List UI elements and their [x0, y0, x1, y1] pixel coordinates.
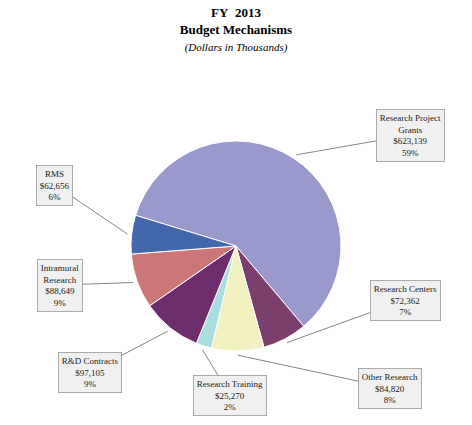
svg-text:FY 2013Budget Mechanisms(Doll: FY 2013Budget Mechanisms(Dollars in Thou…	[180, 5, 292, 54]
svg-text:Research Centers$72,3627%: Research Centers$72,3627%	[374, 284, 437, 317]
svg-text:RMS$62,6566%: RMS$62,6566%	[40, 169, 70, 202]
svg-text:Other Research$84,8208%: Other Research$84,8208%	[362, 372, 418, 405]
svg-text:Research Training$25,2702%: Research Training$25,2702%	[197, 379, 263, 412]
svg-text:Research ProjectGrants$623,139: Research ProjectGrants$623,13959%	[380, 113, 441, 158]
svg-text:IntramuralResearch$88,6499%: IntramuralResearch$88,6499%	[41, 263, 79, 308]
svg-text:R&D Contracts$97,1059%: R&D Contracts$97,1059%	[62, 356, 119, 389]
